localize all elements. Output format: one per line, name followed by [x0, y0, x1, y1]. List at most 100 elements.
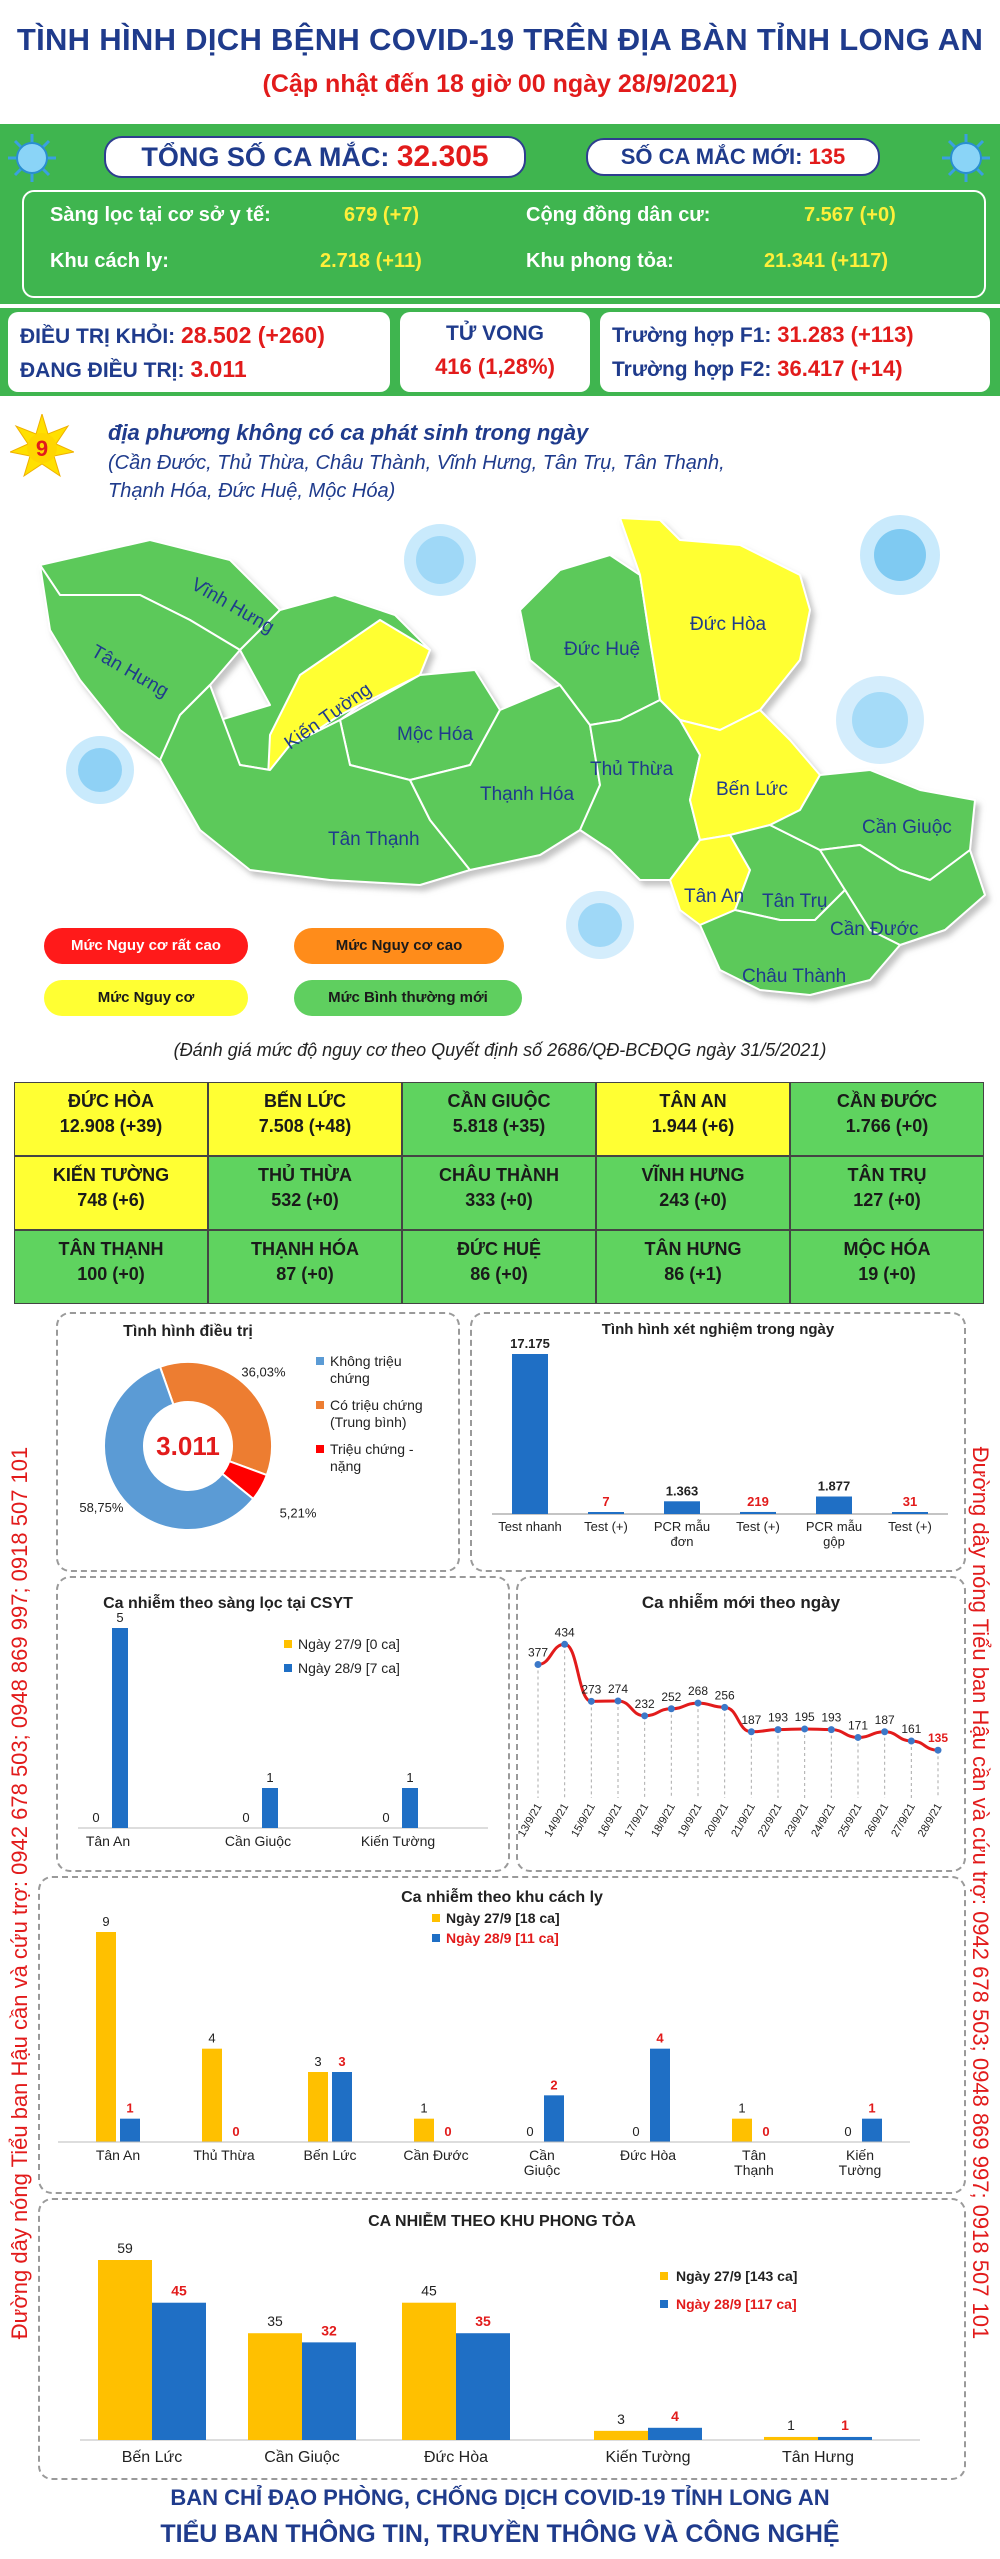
map-label-can-duoc: Cần Đước: [830, 919, 919, 940]
district-value: 333 (+0): [465, 1190, 533, 1210]
x-tick-label: 28/9/21: [916, 1802, 945, 1840]
data-point: [934, 1746, 942, 1754]
legend-entry: Không triệu: [330, 1353, 402, 1369]
legend-entry: (Trung bình): [330, 1414, 407, 1430]
bar: [414, 2118, 434, 2142]
bar: [402, 2302, 456, 2440]
point-value-label: 187: [875, 1713, 895, 1727]
district-name: BẾN LỨC: [264, 1091, 346, 1111]
bar-value-label: 0: [632, 2124, 639, 2139]
x-tick-label: 20/9/21: [703, 1802, 732, 1840]
bar: [96, 1932, 116, 2142]
legend-swatch: [432, 1914, 440, 1922]
bar: [892, 1512, 928, 1514]
bar-value-label: 2: [550, 2077, 557, 2092]
district-cell: VĨNH HƯNG 243 (+0): [596, 1156, 790, 1230]
sun-badge-number: 9: [36, 436, 48, 461]
district-value: 5.818 (+35): [452, 1116, 546, 1136]
district-name: CẦN ĐƯỚC: [836, 1091, 938, 1111]
legend-very-high-label: Mức Nguy cơ rất cao: [71, 937, 221, 954]
bar-value-label: 1: [868, 2101, 875, 2116]
bar-value-label: 4: [208, 2031, 215, 2046]
legend-entry: Triệu chứng -: [330, 1441, 414, 1457]
bar: [588, 1512, 624, 1514]
legend-high-label: Mức Nguy cơ cao: [335, 937, 463, 954]
bar-value-label: 3: [314, 2054, 321, 2069]
pie-slice: [103, 1365, 255, 1531]
district-cell: THỦ THỪA 532 (+0): [208, 1156, 402, 1230]
district-cell: THẠNH HÓA 87 (+0): [208, 1230, 402, 1304]
legend-swatch: [660, 2272, 668, 2280]
district-value: 87 (+0): [276, 1264, 334, 1284]
bar-value-label: 35: [267, 2313, 283, 2329]
x-tick-label: Test (+): [888, 1519, 932, 1534]
panel-testing-chart: Tình hình xét nghiệm trong ngày 17.175 Tes…: [470, 1312, 966, 1572]
data-point: [854, 1733, 862, 1741]
bar-value-label: 0: [92, 1810, 99, 1825]
data-point: [827, 1726, 835, 1734]
map-region-duc-hoa: [619, 517, 811, 731]
district-name: VĨNH HƯNG: [641, 1165, 745, 1185]
pie-value-label: 36,03%: [241, 1365, 286, 1380]
point-value-label: 434: [555, 1625, 575, 1639]
community-label: Cộng đồng dân cư:: [526, 204, 711, 226]
recovered-value: 28.502 (+260): [181, 322, 325, 348]
lockdown-value: 21.341 (+117): [764, 250, 888, 272]
district-value: 12.908 (+39): [59, 1116, 163, 1136]
data-point: [774, 1726, 782, 1734]
legend-normal: Mức Bình thường mới: [294, 980, 522, 1016]
bar: [248, 2333, 302, 2440]
x-tick-label: 27/9/21: [889, 1802, 918, 1840]
point-value-label: 161: [901, 1722, 921, 1736]
page-subtitle: (Cập nhật đến 18 giờ 00 ngày 28/9/2021): [262, 70, 738, 98]
f1-label: Trường hợp F1:: [612, 324, 772, 347]
district-cell: TÂN HƯNG 86 (+1): [596, 1230, 790, 1304]
legend-swatch: [284, 1640, 292, 1648]
series-line: [537, 1642, 939, 1752]
district-value: 532 (+0): [271, 1190, 339, 1210]
x-tick-label: 24/9/21: [809, 1802, 838, 1840]
district-name: MỘC HÓA: [843, 1239, 931, 1259]
legend-high: Mức Nguy cơ cao: [294, 928, 504, 964]
legend-entry: Ngày 27/9 [18 ca]: [446, 1910, 560, 1926]
treating-row: ĐANG ĐIỀU TRỊ: 3.011: [20, 356, 247, 383]
legend-normal-label: Mức Bình thường mới: [328, 989, 488, 1006]
province-map: Vĩnh Hưng Tân Hưng Kiến Tường Mộc Hóa Tâ…: [39, 515, 986, 996]
recovered-row: ĐIỀU TRỊ KHỎI: 28.502 (+260): [20, 322, 325, 349]
map-label-tan-an: Tân An: [684, 886, 744, 907]
x-tick-label: 19/9/21: [676, 1802, 705, 1840]
map-label-duc-hue: Đức Huệ: [564, 639, 640, 660]
summary-panel: TỔNG SỐ CA MẮC: 32.305 SỐ CA MẮC MỚI: 13…: [0, 124, 1000, 304]
x-tick-label: Tân An: [96, 2147, 140, 2163]
hotline-left: Đường dây nóng Tiểu ban Hậu cần và cứu t…: [7, 1446, 32, 2340]
bar-value-label: 0: [762, 2124, 769, 2139]
pie-value-label: 5,21%: [280, 1505, 317, 1520]
sun-badge-icon: 9: [10, 414, 74, 478]
bar: [120, 2118, 140, 2142]
risk-note: (Đánh giá mức độ nguy cơ theo Quyết định…: [173, 1040, 827, 1060]
map-label-chau-thanh: Châu Thành: [742, 966, 846, 987]
risk-legend: Mức Nguy cơ rất cao Mức Nguy cơ cao Mức …: [44, 928, 624, 1028]
map-label-thu-thua: Thủ Thừa: [590, 759, 674, 780]
district-value: 86 (+1): [664, 1264, 722, 1284]
x-tick-label: Tân Hưng: [782, 2449, 854, 2466]
virus-icon: [8, 134, 56, 182]
point-value-label: 171: [848, 1718, 868, 1732]
recovered-label: ĐIỀU TRỊ KHỎI:: [20, 325, 176, 348]
data-point: [747, 1728, 755, 1736]
data-point: [641, 1712, 649, 1720]
bar: [308, 2072, 328, 2142]
x-tick-label: Đức Hòa: [620, 2147, 676, 2163]
legend-entry: Ngày 28/9 [11 ca]: [446, 1930, 559, 1946]
x-tick-label: Cần Đước: [403, 2147, 468, 2163]
chart-title: Ca nhiễm theo sàng lọc tại CSYT: [103, 1593, 353, 1612]
chart-title: Ca nhiễm mới theo ngày: [642, 1593, 841, 1612]
point-value-label: 273: [581, 1682, 601, 1696]
district-cell: TÂN THẠNH 100 (+0): [14, 1230, 208, 1304]
f1-value: 31.283 (+113): [777, 322, 914, 347]
lockdown-bar-chart: CA NHIỄM THEO KHU PHONG TỎA Ngày 27/9 [14…: [80, 2211, 920, 2466]
bar: [862, 2118, 882, 2142]
contacts-box: Trường hợp F1: 31.283 (+113) Trường hợp …: [600, 312, 990, 392]
chart-title: CA NHIỄM THEO KHU PHONG TỎA: [368, 2211, 636, 2230]
new-cases-pill: SỐ CA MẮC MỚI: 135: [586, 138, 880, 176]
